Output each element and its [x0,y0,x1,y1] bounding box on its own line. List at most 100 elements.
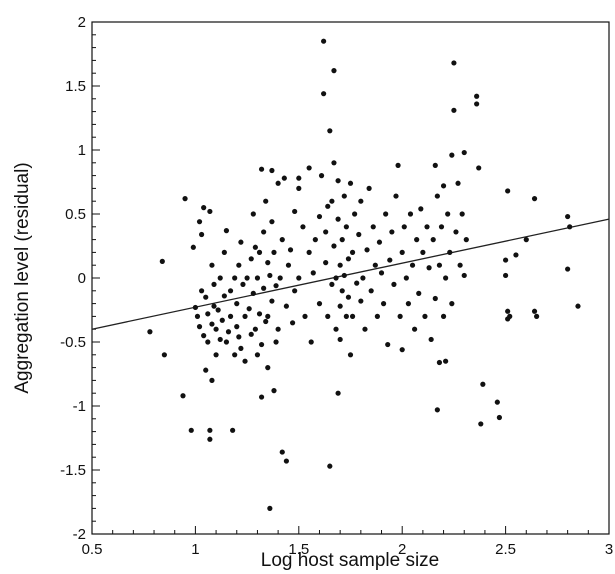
data-point [403,275,409,281]
data-point [265,365,271,371]
data-point [339,288,345,294]
data-point [213,326,219,332]
data-point [207,436,213,442]
data-point [240,281,246,287]
data-point [321,38,327,44]
data-point [434,193,440,199]
data-point [461,272,467,279]
data-point [432,162,438,168]
data-point [445,211,451,217]
data-point [188,427,194,433]
data-point [440,183,447,189]
data-point [238,239,244,245]
data-point [401,224,407,230]
x-tick-label: 0.5 [82,541,103,558]
data-point [234,301,240,307]
data-point [496,414,502,421]
data-point [192,304,198,311]
data-point [476,165,482,171]
data-point [416,290,422,296]
data-point [426,265,432,271]
y-tick-label: 2 [78,14,86,31]
data-point [263,318,269,325]
data-point [252,326,258,332]
data-point [215,307,221,313]
data-point [399,347,405,353]
data-point [217,336,223,343]
data-point [565,266,571,272]
y-tick-label: 1 [78,142,86,159]
data-point [211,303,217,309]
data-point [267,505,273,511]
data-point [531,308,538,314]
data-point [409,262,416,268]
data-point [331,243,337,249]
data-point [360,275,366,281]
data-point [443,358,449,364]
data-point [248,331,254,337]
data-point [300,224,306,230]
data-point [201,205,207,211]
data-point [347,352,354,358]
data-point [349,249,356,255]
data-point [362,326,368,332]
data-point [194,313,201,319]
data-point [269,219,275,225]
data-point [567,224,573,230]
data-point [331,68,337,74]
data-point [201,333,207,339]
data-point [451,60,457,66]
data-point [254,352,261,358]
data-point [418,206,424,212]
data-point [565,213,571,220]
data-point [236,334,242,340]
data-point [252,244,258,250]
data-point [244,275,250,281]
data-point [209,262,215,268]
data-point [209,377,215,383]
data-point [335,178,341,184]
data-point [399,249,405,255]
y-tick-label: -0.5 [60,334,86,351]
data-point [412,326,418,332]
data-point [292,288,298,294]
y-tick-label: -2 [73,526,86,543]
data-point [316,213,323,220]
data-point [217,275,223,281]
data-point [329,281,335,287]
data-point [432,295,438,302]
data-point [159,258,165,264]
data-point [478,421,484,427]
data-point [459,211,465,217]
data-point [269,167,275,174]
data-point [333,275,339,281]
data-point [474,93,480,99]
data-point [258,394,265,400]
data-point [225,329,232,335]
data-point [327,463,333,469]
y-axis-title: Aggregation level (residual) [12,162,33,393]
data-point [273,339,279,345]
data-point [345,294,352,300]
y-tick-label: -1 [73,398,86,415]
data-point [265,260,271,266]
data-point [238,345,244,351]
data-point [434,407,440,413]
data-point [337,262,343,268]
data-point [246,306,252,312]
data-point [287,247,294,253]
data-point [205,311,211,317]
data-point [352,211,358,217]
y-tick-label: -1.5 [60,462,86,479]
data-point [275,180,281,186]
data-point [494,399,500,405]
data-point [221,293,227,299]
data-point [387,257,393,263]
data-point [310,270,316,276]
data-point [263,198,269,204]
data-point [321,91,327,97]
data-point [364,247,370,253]
data-point [223,228,230,234]
data-point [242,358,248,364]
